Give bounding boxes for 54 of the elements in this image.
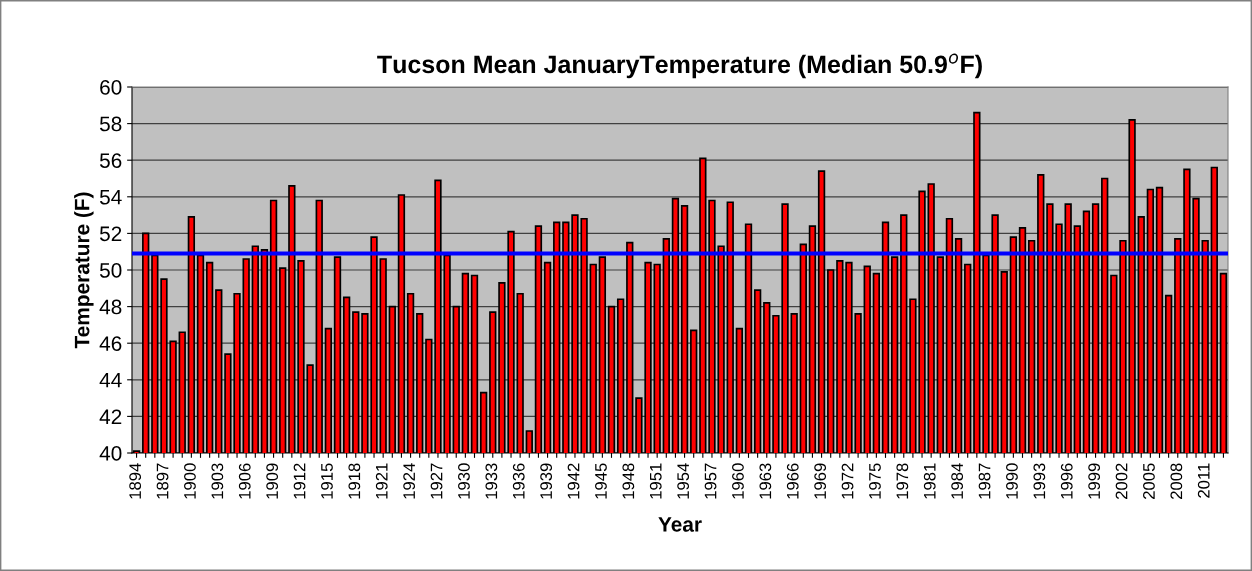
x-tick-label: 1903 xyxy=(211,463,224,499)
x-tick-label: 1951 xyxy=(649,463,662,499)
x-tick-label: 1909 xyxy=(266,463,279,499)
x-tick-label: 1981 xyxy=(923,463,936,499)
x-tick-label: 1987 xyxy=(978,463,991,499)
x-tick-label: 1990 xyxy=(1006,463,1018,499)
x-tick-label: 1906 xyxy=(238,463,251,499)
y-tick-label: 54 xyxy=(99,190,122,205)
x-axis-title: Year xyxy=(658,517,702,532)
x-tick-label: 1930 xyxy=(458,463,470,499)
y-tick-label: 52 xyxy=(99,226,122,242)
x-tick-label: 1924 xyxy=(403,463,416,499)
x-tick-label: 1939 xyxy=(540,463,553,499)
x-tick-label: 2005 xyxy=(1143,463,1155,499)
x-tick-label: 1894 xyxy=(129,463,142,499)
y-tick-label: 42 xyxy=(99,409,122,424)
y-tick-label: 60 xyxy=(100,80,122,95)
x-tick-label: 1918 xyxy=(348,463,361,499)
x-tick-label: 1969 xyxy=(814,463,827,499)
y-axis-title: Temperature (F) xyxy=(74,192,94,349)
x-tick-label: 1978 xyxy=(896,463,909,499)
x-tick-label: 1963 xyxy=(759,463,772,499)
x-tick-label: 1975 xyxy=(869,463,881,499)
x-tick-label: 1984 xyxy=(951,463,964,499)
x-tick-label: 1993 xyxy=(1033,463,1046,499)
x-tick-label: 1942 xyxy=(567,463,580,499)
x-tick-label: 1927 xyxy=(430,463,443,499)
x-tick-label: 1897 xyxy=(156,463,169,499)
x-tick-label: 1933 xyxy=(485,463,498,499)
x-tick-label: 1954 xyxy=(677,463,690,499)
y-tick-label: 46 xyxy=(99,336,122,351)
chart-title: Tucson Mean JanuaryTemperature (Median 50.9$^{o}$F) xyxy=(377,53,982,79)
x-tick-label: 1921 xyxy=(375,463,388,499)
x-tick-label: 1957 xyxy=(704,463,717,499)
x-tick-label: 1966 xyxy=(786,463,799,499)
y-tick-label: 48 xyxy=(99,299,122,315)
x-tick-label: 1900 xyxy=(184,463,196,499)
y-tick-label: 58 xyxy=(99,116,122,132)
y-tick-label: 44 xyxy=(99,373,122,388)
x-tick-label: 1972 xyxy=(841,463,854,499)
x-tick-label: 1996 xyxy=(1060,463,1073,499)
y-tick-label: 56 xyxy=(99,153,122,168)
x-tick-label: 1915 xyxy=(321,463,333,499)
x-tick-label: 1999 xyxy=(1088,463,1101,499)
x-tick-label: 1945 xyxy=(595,463,607,499)
x-tick-label: 1948 xyxy=(622,463,635,499)
y-tick-label: 50 xyxy=(99,263,122,278)
x-tick-label: 1912 xyxy=(293,463,306,499)
x-tick-label: 2011 xyxy=(1197,463,1210,498)
y-tick-label: 40 xyxy=(99,446,122,461)
x-tick-label: 2008 xyxy=(1170,463,1183,499)
x-tick-label: 1960 xyxy=(732,463,744,499)
x-tick-label: 2002 xyxy=(1115,463,1128,499)
x-tick-label: 1936 xyxy=(512,463,525,499)
